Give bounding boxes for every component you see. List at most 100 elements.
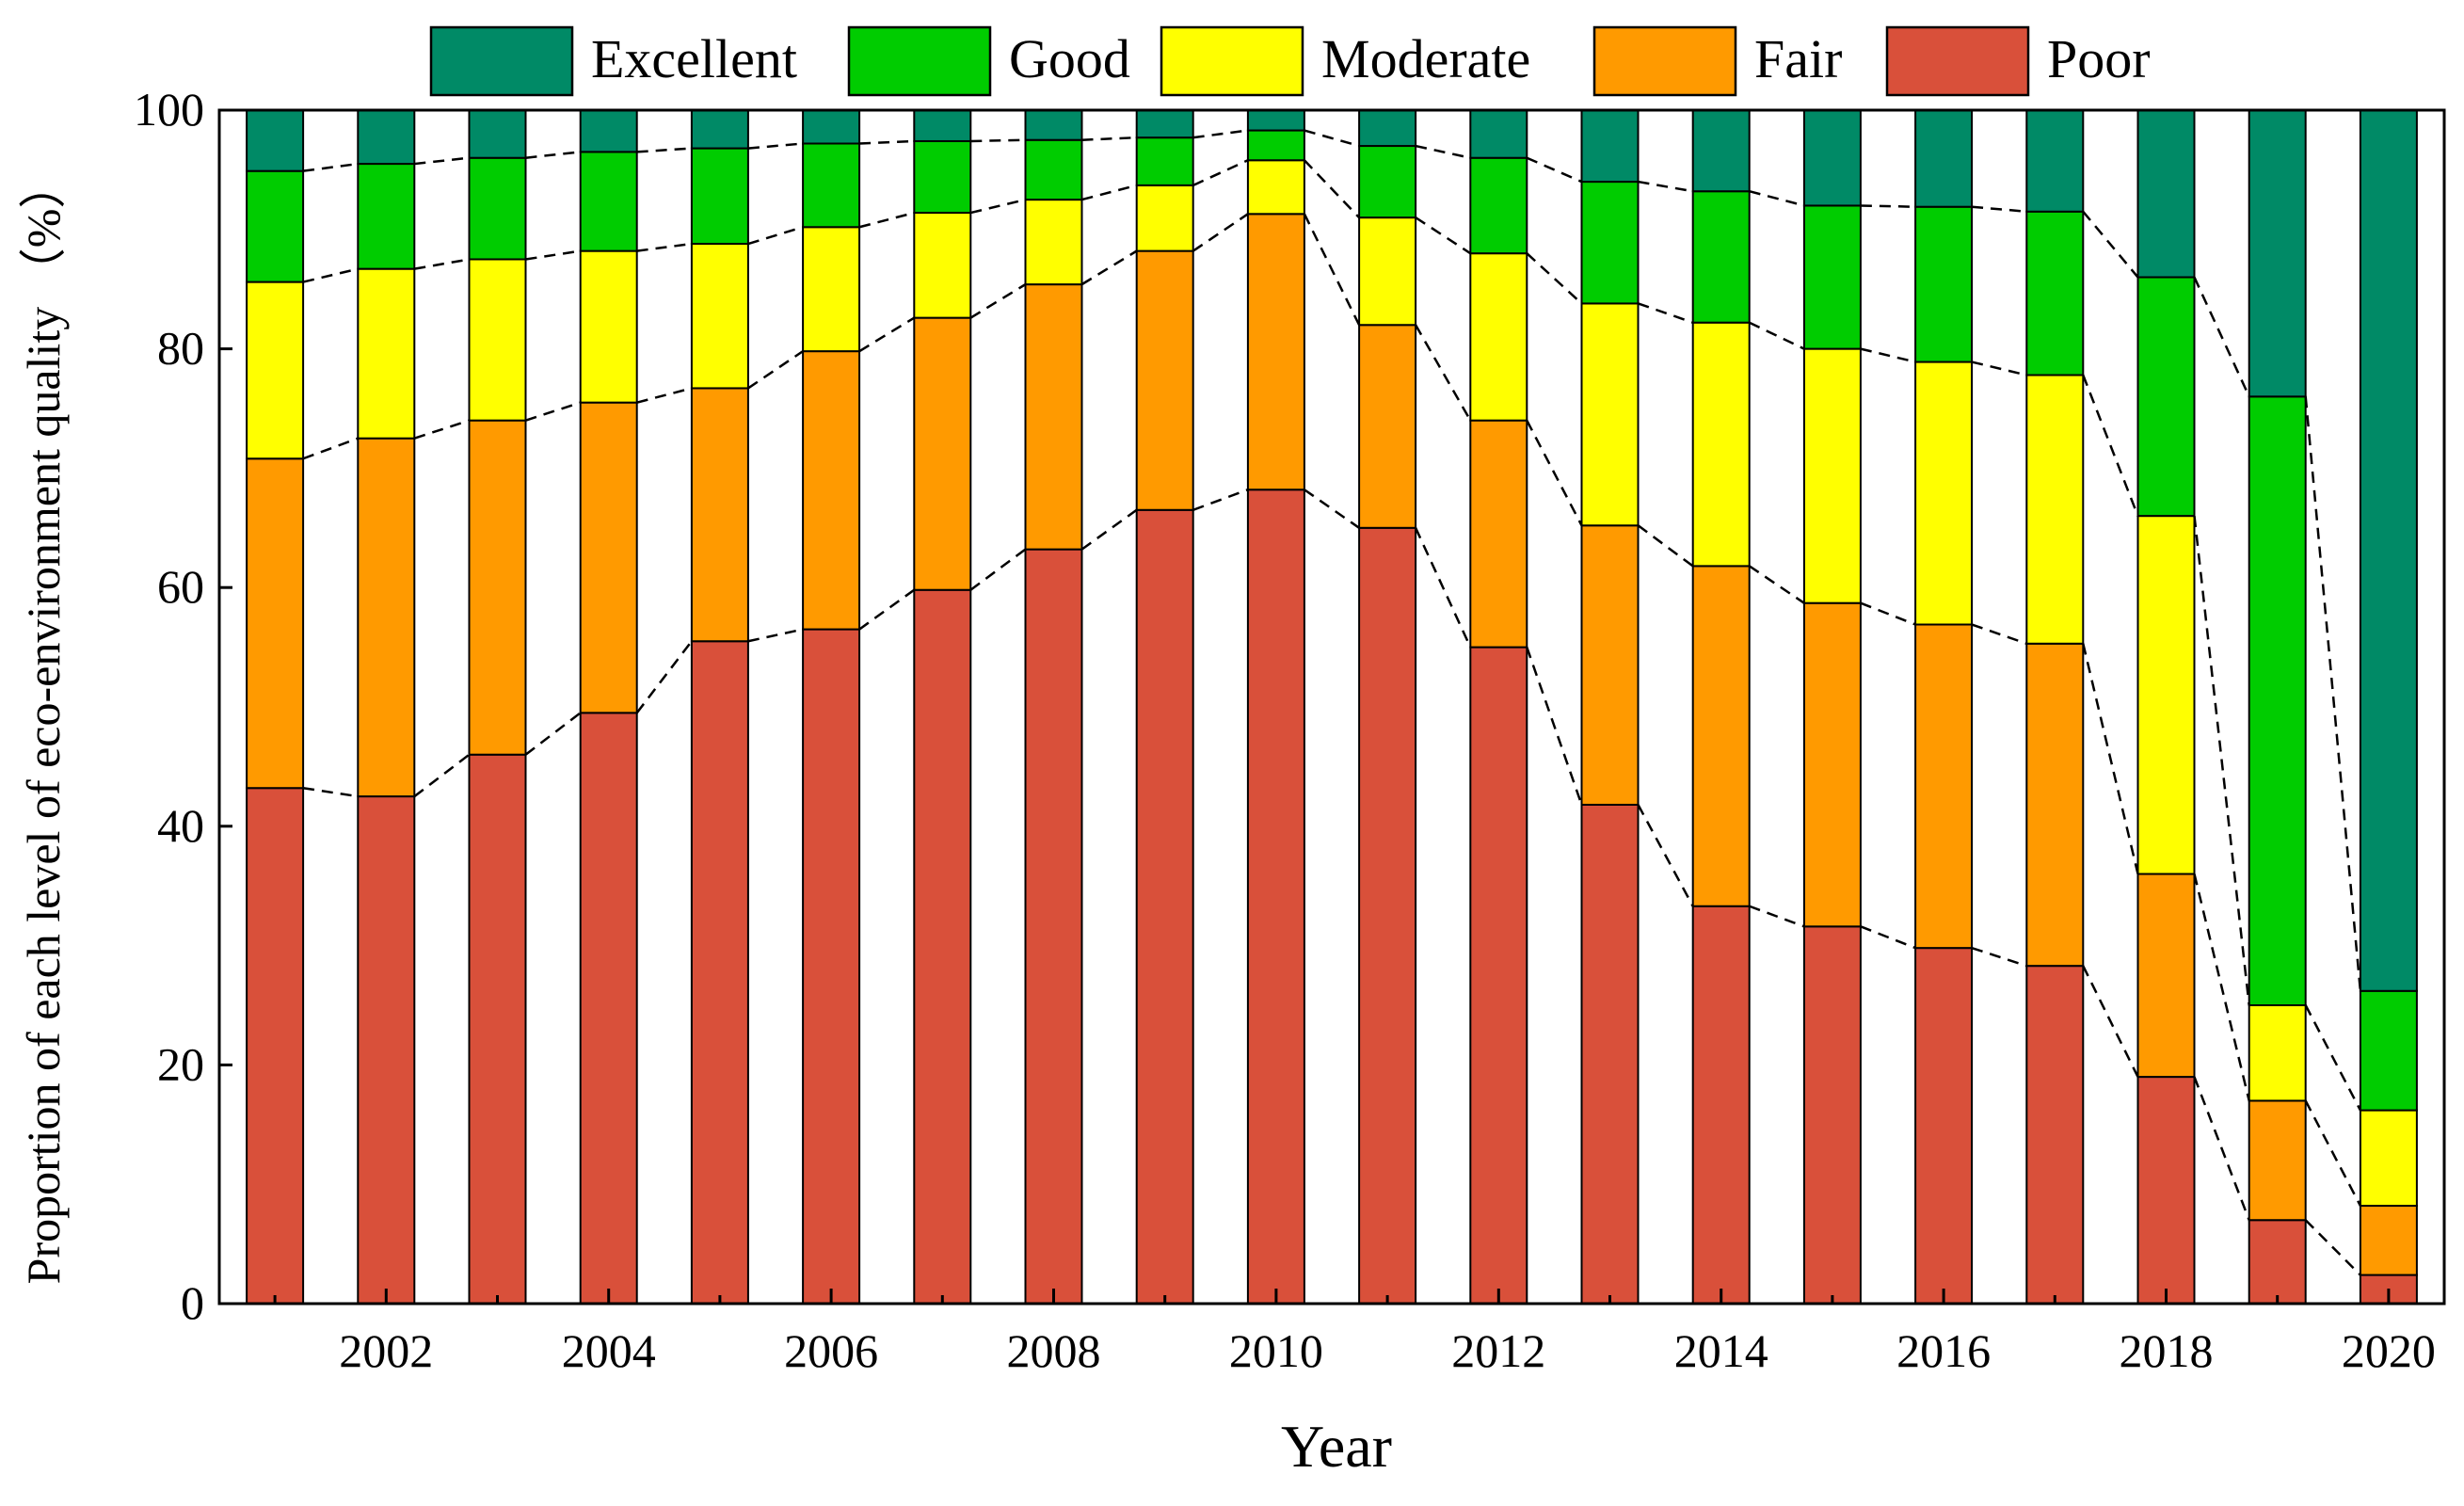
bar-good-2015 — [1802, 204, 1862, 350]
legend-swatch-fair — [1592, 25, 1737, 97]
bar-fair-2008 — [1024, 283, 1083, 551]
bar-moderate-2003 — [468, 258, 527, 422]
bar-good-2011 — [1358, 145, 1417, 219]
bar-moderate-2018 — [2136, 515, 2196, 875]
legend-swatch-excellent — [429, 25, 574, 97]
bar-good-2009 — [1135, 136, 1194, 186]
y-tick-label-40: 40 — [157, 799, 204, 852]
connector-line-good — [302, 129, 2362, 991]
bar-moderate-2020 — [2359, 1109, 2418, 1208]
bar-excellent-2003 — [468, 109, 527, 159]
bar-poor-2018 — [2136, 1076, 2196, 1305]
x-tick-label-2008: 2008 — [1007, 1324, 1101, 1377]
bar-fair-2004 — [579, 401, 638, 714]
bar-moderate-2001 — [246, 280, 305, 460]
y-tick-label-100: 100 — [134, 83, 204, 136]
bar-excellent-2007 — [913, 109, 972, 142]
bar-moderate-2004 — [579, 249, 638, 404]
bar-fair-2012 — [1469, 419, 1528, 649]
bar-poor-2019 — [2248, 1219, 2307, 1305]
bar-good-2018 — [2136, 276, 2196, 518]
bar-excellent-2009 — [1135, 109, 1194, 139]
bar-moderate-2007 — [913, 212, 972, 319]
bar-fair-2017 — [2025, 642, 2085, 968]
bar-poor-2014 — [1691, 905, 1751, 1305]
bar-excellent-2019 — [2248, 109, 2307, 398]
connector-line-moderate — [302, 159, 2362, 1112]
bar-poor-2010 — [1246, 489, 1305, 1305]
bar-poor-2002 — [357, 795, 416, 1305]
bar-excellent-2011 — [1358, 109, 1417, 148]
bar-good-2012 — [1469, 156, 1528, 255]
x-tick-label-2006: 2006 — [784, 1324, 878, 1377]
legend-swatch-poor — [1885, 25, 2030, 97]
bar-moderate-2009 — [1135, 184, 1194, 252]
bar-excellent-2018 — [2136, 109, 2196, 279]
bar-excellent-2001 — [246, 109, 305, 172]
bar-poor-2008 — [1024, 548, 1083, 1305]
bar-poor-2017 — [2025, 965, 2085, 1305]
bar-excellent-2015 — [1802, 109, 1862, 207]
bar-good-2010 — [1246, 129, 1305, 162]
bar-fair-2005 — [690, 387, 749, 643]
connector-line-poor — [302, 489, 2361, 1276]
x-tick-label-2016: 2016 — [1896, 1324, 1991, 1377]
connector-line-fair — [302, 213, 2362, 1207]
connector-lines — [302, 129, 2362, 1276]
bar-fair-2002 — [357, 437, 416, 798]
bar-poor-2011 — [1358, 526, 1417, 1305]
y-tick-label-0: 0 — [181, 1276, 204, 1329]
bar-excellent-2005 — [690, 109, 749, 150]
bar-fair-2007 — [913, 316, 972, 591]
bar-good-2017 — [2025, 210, 2085, 376]
y-tick-label-80: 80 — [157, 322, 204, 375]
legend-label-poor: Poor — [2047, 28, 2151, 89]
bar-poor-2016 — [1914, 947, 1974, 1305]
bar-moderate-2010 — [1246, 159, 1305, 216]
bar-poor-2006 — [802, 628, 861, 1305]
legend-swatch-good — [847, 25, 992, 97]
bar-excellent-2008 — [1024, 109, 1083, 141]
bar-poor-2003 — [468, 753, 527, 1305]
bar-good-2014 — [1691, 190, 1751, 324]
x-tick-label-2012: 2012 — [1451, 1324, 1545, 1377]
bar-poor-2007 — [913, 588, 972, 1305]
bar-fair-2003 — [468, 419, 527, 756]
bar-poor-2004 — [579, 712, 638, 1305]
bar-fair-2006 — [802, 350, 861, 631]
bar-poor-2009 — [1135, 508, 1194, 1305]
y-tick-label-20: 20 — [157, 1037, 204, 1090]
bar-excellent-2004 — [579, 109, 638, 153]
y-tick-label-60: 60 — [157, 560, 204, 613]
x-tick-label-2010: 2010 — [1229, 1324, 1323, 1377]
bar-moderate-2008 — [1024, 199, 1083, 286]
x-tick-label-2002: 2002 — [339, 1324, 433, 1377]
bar-good-2020 — [2359, 989, 2418, 1112]
bar-excellent-2012 — [1469, 109, 1528, 159]
plot-frame — [217, 108, 2446, 1306]
legend-label-good: Good — [1009, 28, 1130, 89]
bar-excellent-2002 — [357, 109, 416, 166]
bar-moderate-2019 — [2248, 1004, 2307, 1102]
bar-poor-2005 — [690, 640, 749, 1305]
bar-excellent-2010 — [1246, 109, 1305, 132]
x-tick-label-2020: 2020 — [2342, 1324, 2436, 1377]
bar-good-2002 — [357, 163, 416, 270]
bar-poor-2015 — [1802, 925, 1862, 1305]
bar-moderate-2016 — [1914, 360, 1974, 626]
bar-excellent-2014 — [1691, 109, 1751, 193]
bars — [246, 109, 2418, 1305]
bar-poor-2013 — [1580, 803, 1640, 1305]
x-tick-label-2004: 2004 — [562, 1324, 656, 1377]
bar-fair-2013 — [1580, 524, 1640, 806]
bar-fair-2014 — [1691, 565, 1751, 907]
bar-good-2019 — [2248, 395, 2307, 1006]
axes: 0 20 40 60 80 100 2002 2004 2006 2008 2010 2012 2014… — [134, 83, 2446, 1377]
bar-moderate-2013 — [1580, 302, 1640, 527]
bar-good-2013 — [1580, 181, 1640, 305]
y-axis-title: Proportion of each level of eco-environm… — [17, 162, 70, 1285]
bar-moderate-2005 — [690, 243, 749, 390]
bar-poor-2012 — [1469, 646, 1528, 1305]
